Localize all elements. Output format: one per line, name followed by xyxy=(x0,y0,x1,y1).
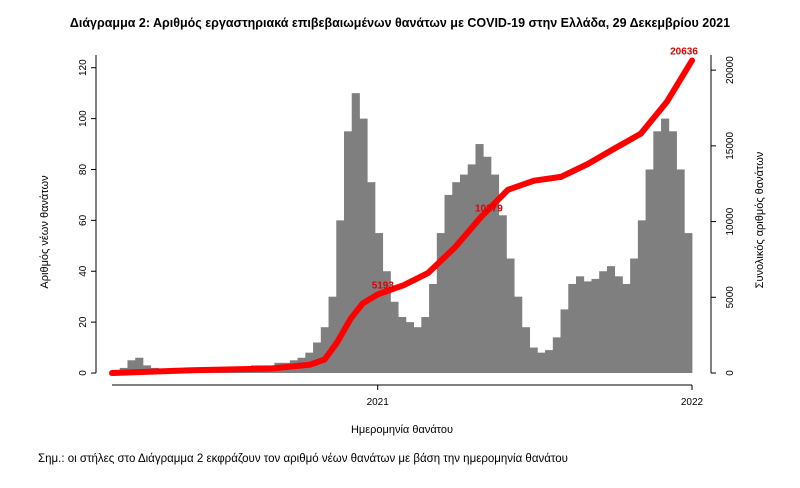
bar xyxy=(405,322,414,373)
bar xyxy=(374,233,384,373)
y-left-tick-label: 60 xyxy=(78,214,89,226)
bar xyxy=(398,317,407,373)
bar xyxy=(583,281,592,373)
bar xyxy=(344,131,353,373)
data-label: 5193 xyxy=(372,280,395,291)
bar xyxy=(452,182,461,373)
bar xyxy=(568,283,577,373)
x-tick-label: 2021 xyxy=(367,397,390,408)
bar xyxy=(328,296,337,373)
bar xyxy=(521,327,530,373)
bar xyxy=(684,233,693,373)
y-right-axis-label: Συνολικός αριθμός θανάτων xyxy=(754,151,766,288)
bar xyxy=(529,347,538,373)
bar xyxy=(460,174,469,373)
bar xyxy=(606,266,616,373)
x-tick-label: 2022 xyxy=(681,397,704,408)
bar xyxy=(429,283,438,373)
chart-title: Διάγραμμα 2: Αριθμός εργαστηριακά επιβεβ… xyxy=(69,16,731,30)
bar xyxy=(421,317,430,373)
bar xyxy=(645,169,654,373)
bar xyxy=(490,174,500,373)
bar xyxy=(413,327,422,373)
bar xyxy=(630,258,639,373)
bar xyxy=(313,342,322,373)
bar xyxy=(498,215,507,373)
bar xyxy=(668,131,677,373)
bar xyxy=(135,357,144,373)
bar xyxy=(467,164,476,373)
bar xyxy=(637,220,646,373)
bar xyxy=(444,194,453,373)
bar xyxy=(351,93,360,373)
axes-group: 0 20 40 60 80 100 120 0 5000 10000 15000 20000 2021 2… xyxy=(78,55,736,408)
bar xyxy=(336,220,345,373)
x-axis-label: Ημερομηνία θανάτου xyxy=(351,424,453,436)
bar xyxy=(475,144,484,373)
y-right-tick-label: 10000 xyxy=(725,207,736,235)
bar xyxy=(514,296,523,373)
y-left-axis-label: Αριθμός νέων θανάτων xyxy=(39,175,51,289)
y-right-tick-label: 5000 xyxy=(725,286,736,309)
y-left-tick-label: 120 xyxy=(78,59,89,76)
data-label: 10279 xyxy=(475,203,503,214)
bar xyxy=(591,278,600,373)
bar xyxy=(390,301,399,373)
bars-group xyxy=(112,93,693,373)
bar xyxy=(614,276,623,373)
bar xyxy=(127,360,136,373)
y-right-tick-label: 20000 xyxy=(725,56,736,84)
bar xyxy=(483,156,492,373)
bar xyxy=(320,327,329,373)
bar xyxy=(367,182,376,373)
bar xyxy=(537,352,546,373)
bar xyxy=(653,131,662,373)
y-left-tick-label: 40 xyxy=(78,265,89,277)
y-left-tick-label: 0 xyxy=(78,370,89,376)
y-left-tick-label: 20 xyxy=(78,316,89,328)
bar xyxy=(622,283,631,373)
bar xyxy=(576,276,585,373)
y-left-tick-label: 80 xyxy=(78,164,89,176)
bar xyxy=(599,271,608,373)
bar xyxy=(552,337,561,373)
bar xyxy=(436,233,445,373)
y-left-tick-label: 100 xyxy=(78,110,89,127)
footnote: Σημ.: οι στήλες στο Διάγραμμα 2 εκφράζου… xyxy=(38,453,568,465)
bar xyxy=(676,169,685,373)
data-label: 20636 xyxy=(670,47,698,58)
cumulative-line xyxy=(109,57,695,376)
bar xyxy=(545,350,554,373)
bar xyxy=(359,118,368,373)
bar xyxy=(382,271,391,373)
bar xyxy=(661,118,670,373)
y-right-tick-label: 15000 xyxy=(725,132,736,160)
bar xyxy=(506,258,515,373)
bar xyxy=(560,309,569,373)
y-right-tick-label: 0 xyxy=(725,370,736,376)
cumulative-line-group: 5193 10279 20636 xyxy=(109,47,698,376)
